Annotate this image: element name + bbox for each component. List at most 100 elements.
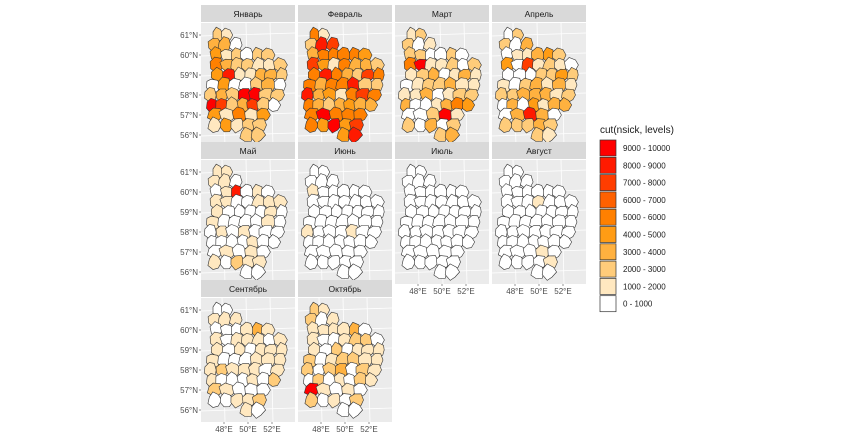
facet-strip: [492, 142, 586, 159]
region-layer: [301, 26, 385, 144]
region-polygon: [239, 401, 254, 417]
facet-panel-2: Февраль: [297, 5, 393, 148]
legend-label: 8000 - 9000: [623, 161, 666, 170]
region-polygon: [566, 204, 579, 219]
region-layer: [204, 163, 288, 281]
facet-strip: [395, 142, 489, 159]
region-polygon: [566, 67, 579, 82]
region-polygon: [372, 342, 385, 357]
region-polygon: [521, 255, 537, 271]
lon-tick-label: 48°E: [312, 425, 329, 432]
lat-tick-label: 57°N: [180, 386, 198, 395]
lon-tick-label: 52°E: [360, 425, 377, 432]
region-polygon: [511, 254, 526, 270]
region-polygon: [462, 97, 476, 112]
region-polygon: [372, 204, 385, 219]
facet-panel-4: Апрель: [491, 5, 587, 148]
lat-tick-label: 60°N: [180, 326, 198, 335]
region-polygon: [315, 244, 333, 260]
region-polygon: [541, 126, 557, 144]
lat-tick-label: 60°N: [180, 51, 198, 60]
facet-title: Октябрь: [329, 284, 363, 294]
region-polygon: [462, 234, 476, 249]
region-polygon: [304, 116, 319, 133]
facet-panel-8: Август 48°E 50°E 52°E: [491, 142, 587, 296]
region-layer: [495, 163, 579, 281]
region-polygon: [498, 116, 513, 133]
legend-key: [599, 295, 617, 313]
region-polygon: [424, 255, 440, 271]
region-polygon: [401, 116, 416, 133]
facet-strip: [298, 142, 392, 159]
region-polygon: [220, 254, 235, 270]
region-polygon: [239, 126, 254, 142]
region-polygon: [530, 126, 545, 142]
lat-tick-label: 59°N: [180, 71, 198, 80]
region-polygon: [304, 253, 319, 270]
lon-tick-label: 50°E: [336, 425, 353, 432]
region-polygon: [530, 263, 545, 279]
region-polygon: [433, 126, 448, 142]
facet-panel-7: Июль 48°E 50°E 52°E: [394, 142, 490, 296]
region-polygon: [220, 117, 235, 133]
region-polygon: [509, 107, 527, 123]
region-polygon: [424, 118, 440, 134]
region-polygon: [268, 234, 282, 249]
region-polygon: [509, 244, 527, 260]
region-polygon: [315, 382, 333, 398]
lat-tick-label: 61°N: [180, 168, 198, 177]
facet-title: Февраль: [328, 9, 363, 19]
region-polygon: [469, 67, 482, 82]
legend-key: [599, 139, 617, 157]
region-polygon: [207, 391, 222, 408]
region-polygon: [230, 118, 246, 134]
region-polygon: [218, 382, 236, 398]
facet-title: Январь: [233, 9, 263, 19]
region-polygon: [498, 253, 513, 270]
lon-tick-label: 48°E: [215, 425, 232, 432]
region-polygon: [220, 392, 235, 408]
region-polygon: [275, 204, 288, 219]
region-layer: [204, 301, 288, 419]
lon-tick-label: 50°E: [433, 287, 450, 296]
legend-key: [599, 156, 617, 174]
lat-tick-label: 61°N: [180, 31, 198, 40]
region-polygon: [372, 67, 385, 82]
region-layer: [398, 26, 482, 144]
legend-key: [599, 174, 617, 191]
facet-panel-9: Сентябрь 61°N 60°N 59°N 58°N 57°N 56°N 48°E 50°E…: [180, 280, 296, 434]
region-polygon: [207, 253, 222, 270]
region-polygon: [336, 401, 351, 417]
region-layer: [495, 26, 579, 144]
facet-strip: [298, 5, 392, 22]
region-polygon: [365, 97, 379, 112]
lat-tick-label: 56°N: [180, 131, 198, 140]
legend-key: [599, 243, 617, 261]
region-polygon: [275, 342, 288, 357]
facet-title: Июль: [431, 146, 453, 156]
region-polygon: [347, 263, 363, 281]
region-polygon: [347, 401, 363, 419]
region-polygon: [268, 97, 282, 112]
region-polygon: [317, 254, 332, 270]
region-polygon: [521, 118, 537, 134]
legend-label: 4000 - 5000: [623, 231, 666, 240]
legend-key: [599, 191, 617, 209]
facet-panel-5: Май 61°N 60°N 59°N 58°N 57°N 56°N: [180, 142, 296, 285]
facet-strip: [298, 280, 392, 297]
region-layer: [301, 163, 385, 281]
region-polygon: [250, 126, 266, 144]
facet-title: Август: [526, 146, 552, 156]
lat-tick-label: 60°N: [180, 188, 198, 197]
region-polygon: [336, 263, 351, 279]
legend-label: 0 - 1000: [623, 300, 653, 309]
region-polygon: [433, 263, 448, 279]
legend-label: 5000 - 6000: [623, 213, 666, 222]
lon-tick-label: 50°E: [239, 425, 256, 432]
region-polygon: [444, 263, 460, 281]
region-polygon: [250, 263, 266, 281]
region-polygon: [239, 263, 254, 279]
lat-tick-label: 57°N: [180, 111, 198, 120]
